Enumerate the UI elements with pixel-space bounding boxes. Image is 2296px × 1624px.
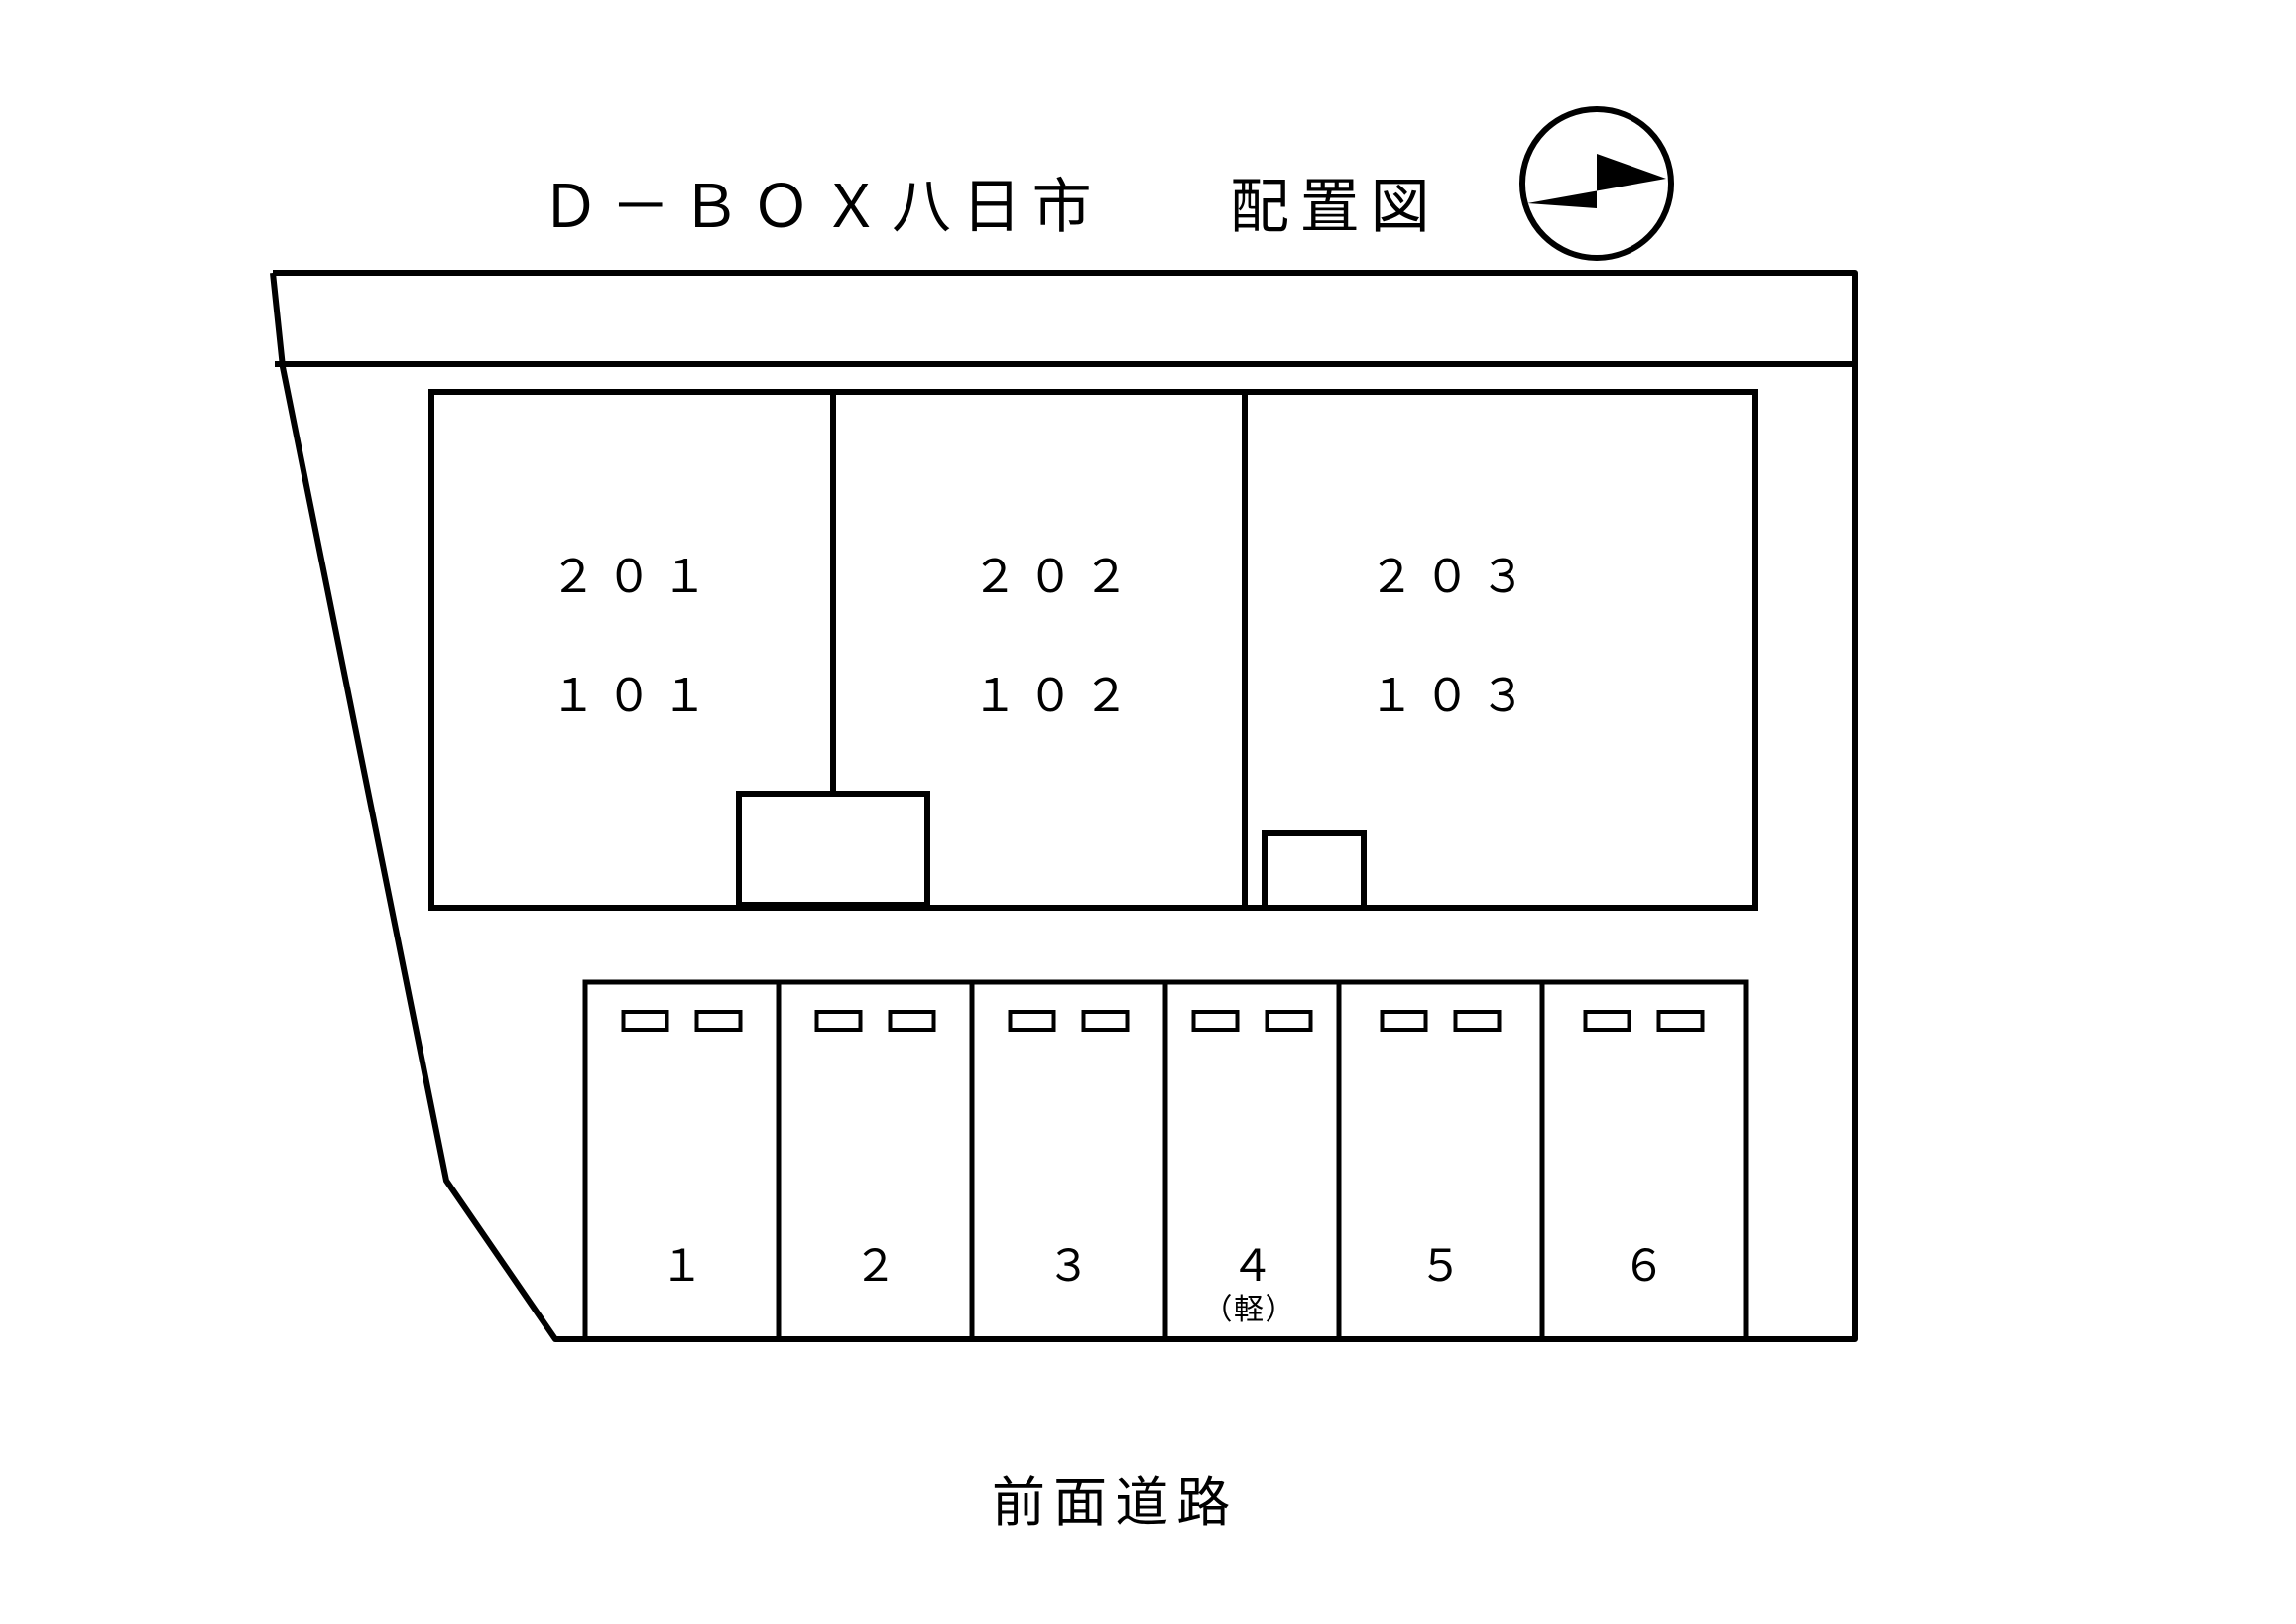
parking-row — [585, 982, 1746, 1339]
unit-number: ２０３ — [1369, 541, 1535, 606]
wheel-stop-icon — [1084, 1012, 1128, 1030]
building-appendage-b — [1265, 833, 1364, 908]
parking-number: １ — [661, 1230, 711, 1294]
unit-number: １０２ — [972, 660, 1139, 725]
wheel-stop-icon — [1456, 1012, 1500, 1030]
wheel-stop-icon — [1011, 1012, 1054, 1030]
lot-boundary — [273, 273, 1855, 1339]
unit-number: １０１ — [550, 660, 717, 725]
building-appendage-a — [739, 794, 927, 905]
wheel-stop-icon — [817, 1012, 861, 1030]
building-outline — [431, 392, 1755, 908]
unit-number: １０３ — [1369, 660, 1535, 725]
parking-number: ３ — [1047, 1230, 1098, 1294]
wheel-stop-icon — [891, 1012, 934, 1030]
wheel-stop-icon — [1383, 1012, 1426, 1030]
parking-number: ２ — [854, 1230, 905, 1294]
wheel-stop-icon — [1194, 1012, 1238, 1030]
wheel-stop-icon — [1659, 1012, 1703, 1030]
compass-arrow-icon — [1527, 154, 1666, 208]
parking-number: ６ — [1623, 1230, 1673, 1294]
unit-number: ２０１ — [550, 541, 717, 606]
parking-sublabel: （軽） — [1203, 1285, 1297, 1328]
wheel-stop-icon — [1586, 1012, 1630, 1030]
wheel-stop-icon — [624, 1012, 667, 1030]
unit-number: ２０２ — [972, 541, 1139, 606]
site-plan-svg — [0, 0, 2296, 1624]
wheel-stop-icon — [697, 1012, 741, 1030]
wheel-stop-icon — [1268, 1012, 1311, 1030]
diagram-title-name: Ｄ－ＢＯＸ八日市 — [541, 159, 1102, 245]
front-road-label: 前面道路 — [992, 1458, 1238, 1537]
parking-number: ５ — [1419, 1230, 1470, 1294]
diagram-title-kind: 配置図 — [1230, 159, 1440, 245]
